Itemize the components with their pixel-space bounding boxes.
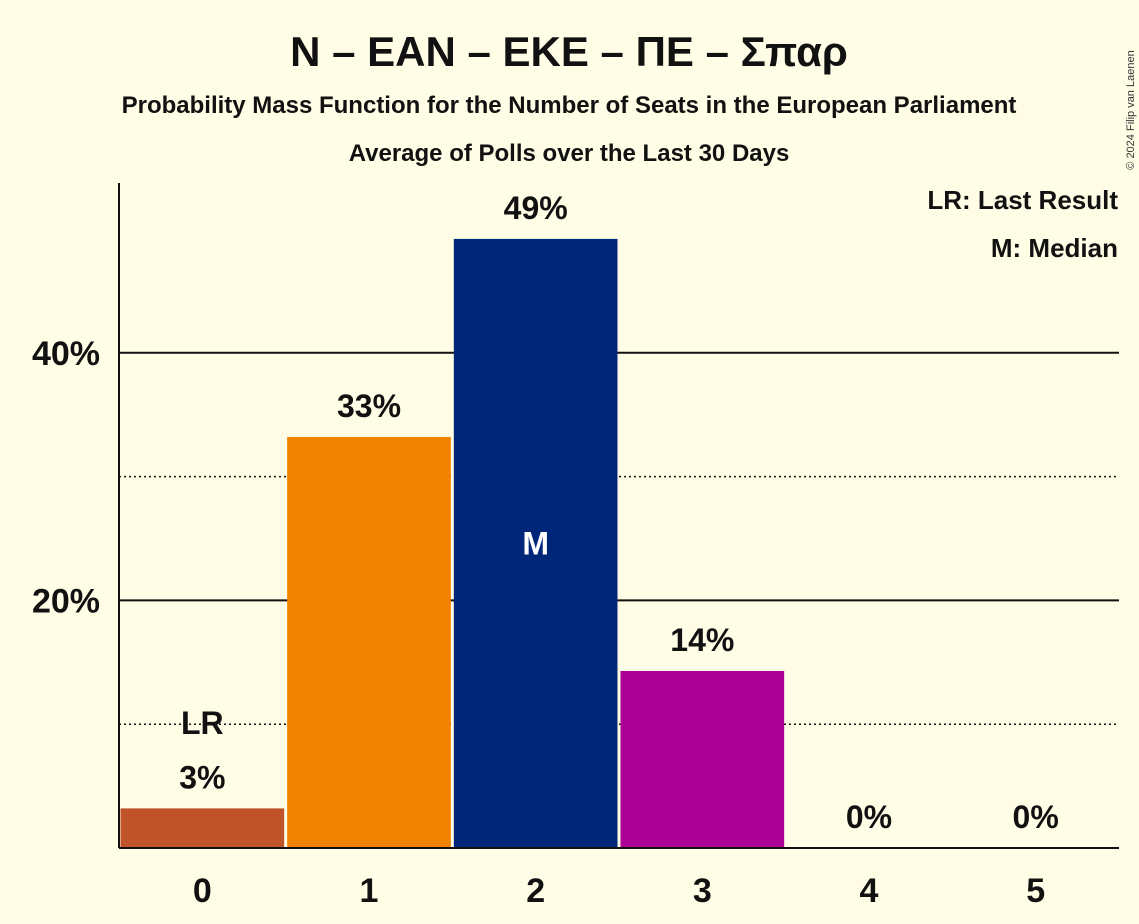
copyright-notice: © 2024 Filip van Laenen [1125,50,1137,169]
value-label-4: 0% [846,799,892,835]
y-tick-labels: 20% 40% [32,335,100,621]
bar-seats-2 [453,238,618,849]
gridlines [119,351,1119,725]
x-tick-label-0: 0 [193,872,212,910]
y-tick-label: 20% [32,582,100,620]
x-tick-label-3: 3 [693,872,712,910]
x-tick-label-5: 5 [1026,872,1045,910]
x-tick-label-2: 2 [526,872,545,910]
bar-seats-0 [120,808,285,848]
x-tick-label-1: 1 [360,872,379,910]
chart-subtitle-2: Average of Polls over the Last 30 Days [349,140,790,167]
bar-seats-1 [287,436,451,848]
last-result-marker: LR [181,705,224,741]
value-label-3: 14% [670,622,734,658]
legend-last-result: LR: Last Result [927,185,1118,215]
chart-subtitle: Probability Mass Function for the Number… [122,92,1017,119]
x-tick-labels: 0 1 2 3 4 5 [193,872,1045,910]
x-tick-label-4: 4 [860,872,879,910]
chart-title: N – ΕΑΝ – ΕΚΕ – ΠΕ – Σπαρ [290,28,848,75]
value-label-1: 33% [337,388,401,424]
value-label-0: 3% [179,759,225,795]
value-labels: 3% 33% 49% 14% 0% 0% M LR [179,190,1059,835]
value-label-2: 49% [504,190,568,226]
bars [120,238,785,849]
value-label-5: 0% [1013,799,1059,835]
y-tick-label: 40% [32,335,100,373]
legend-median: M: Median [991,233,1118,263]
bar-seats-3 [620,670,785,848]
median-marker: M [522,525,549,561]
